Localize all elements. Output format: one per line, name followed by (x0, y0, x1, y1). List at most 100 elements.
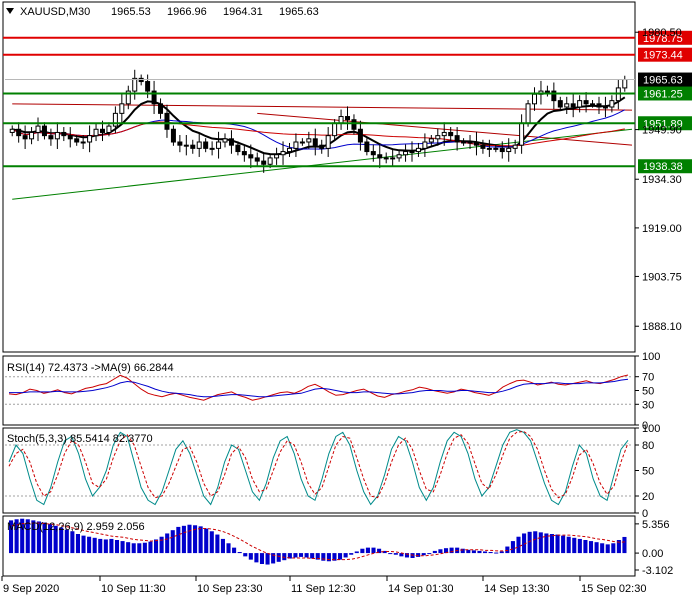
macd-bar (198, 526, 203, 554)
candle (196, 133, 202, 157)
price-y-tick: 1934.30 (642, 174, 682, 186)
candle (602, 96, 608, 118)
macd-bar (499, 551, 504, 554)
macd-bar (377, 548, 382, 554)
candle (441, 122, 447, 146)
stoch-panel (2, 427, 636, 514)
candle (183, 135, 189, 156)
candle (67, 127, 73, 148)
price-y-tick: 1949.90 (642, 125, 682, 137)
macd-bar (432, 550, 437, 554)
candle (577, 95, 583, 113)
macd-bar (98, 538, 103, 554)
level-label-box-4 (638, 159, 692, 174)
candle (351, 114, 357, 135)
candle (125, 85, 131, 110)
price-y-tick: 1919.00 (642, 223, 682, 235)
candle (319, 139, 325, 154)
candle (544, 85, 550, 97)
macd-bar (371, 547, 376, 554)
candle (41, 122, 47, 140)
macd-bar (516, 536, 521, 554)
macd-bar (349, 553, 354, 555)
price-ohlc-low: 1964.31 (223, 6, 263, 18)
macd-bar (605, 544, 610, 554)
candle (551, 82, 557, 110)
macd-bar (460, 548, 465, 554)
candle (299, 138, 305, 146)
candle (609, 95, 615, 113)
macd-bar (276, 553, 281, 562)
macd-bar (14, 519, 19, 554)
macd-bar (483, 551, 488, 554)
collapse-arrow-icon[interactable] (6, 8, 14, 14)
macd-bar (237, 552, 242, 554)
macd-bar (114, 540, 120, 554)
stoch-y-tick: 80 (642, 440, 654, 452)
x-tick-label: 14 Sep 01:30 (388, 583, 453, 595)
candle (74, 135, 80, 146)
macd-bar (338, 553, 343, 560)
macd-bar (92, 537, 97, 554)
candle (293, 133, 299, 157)
candle (557, 96, 563, 111)
macd-bar (326, 553, 331, 562)
macd-bar (382, 550, 387, 554)
macd-bar (471, 550, 476, 554)
candle (93, 123, 99, 142)
macd-bar (187, 524, 192, 554)
level-label-box-3 (638, 116, 692, 131)
candle (216, 131, 222, 159)
macd-bar (494, 552, 499, 554)
rsi-y-tick: 70 (642, 372, 654, 384)
macd-bar (304, 553, 309, 558)
candle (274, 147, 280, 165)
macd-bar (505, 546, 510, 554)
macd-bar (181, 525, 186, 554)
rsi-y-tick: 50 (642, 386, 654, 398)
candle (570, 93, 576, 118)
macd-bar (109, 538, 114, 554)
candle (390, 149, 396, 167)
candle (261, 152, 267, 173)
macd-bar (220, 538, 225, 554)
current-price-tag: 1965.63 (643, 75, 683, 87)
candle (16, 122, 22, 143)
price-panel (2, 1, 636, 353)
macd-bar (137, 543, 142, 554)
candle (228, 130, 234, 154)
candle (357, 120, 363, 151)
macd-bar (538, 532, 543, 554)
macd-bar (510, 541, 515, 554)
candle (190, 139, 196, 154)
candle (403, 144, 409, 162)
macd-bar (209, 531, 214, 554)
macd-bar (421, 553, 426, 556)
candle (564, 96, 570, 114)
candle (132, 69, 138, 100)
macd-bar (594, 542, 599, 554)
rsi-y-tick: 100 (642, 351, 660, 363)
candle (177, 135, 183, 153)
candle (280, 141, 286, 165)
macd-bar (343, 553, 348, 558)
macd-bar (572, 537, 577, 554)
candle (164, 104, 170, 138)
macd-bar (20, 518, 25, 554)
macd-bar (170, 530, 175, 554)
macd-bar (282, 553, 287, 561)
stoch-plot (5, 429, 633, 506)
price-symbol: XAUUSD,M30 (20, 6, 90, 18)
candle (590, 100, 596, 108)
macd-bar (59, 527, 64, 554)
candle (345, 106, 351, 130)
price-ohlc-close: 1965.63 (279, 6, 319, 18)
macd-plot (9, 518, 627, 565)
candle (222, 133, 228, 148)
macd-bar (466, 549, 471, 554)
macd-bar (566, 536, 571, 554)
macd-bar (583, 540, 588, 554)
macd-y-tick: 5.356 (642, 519, 670, 531)
candle (170, 125, 176, 146)
